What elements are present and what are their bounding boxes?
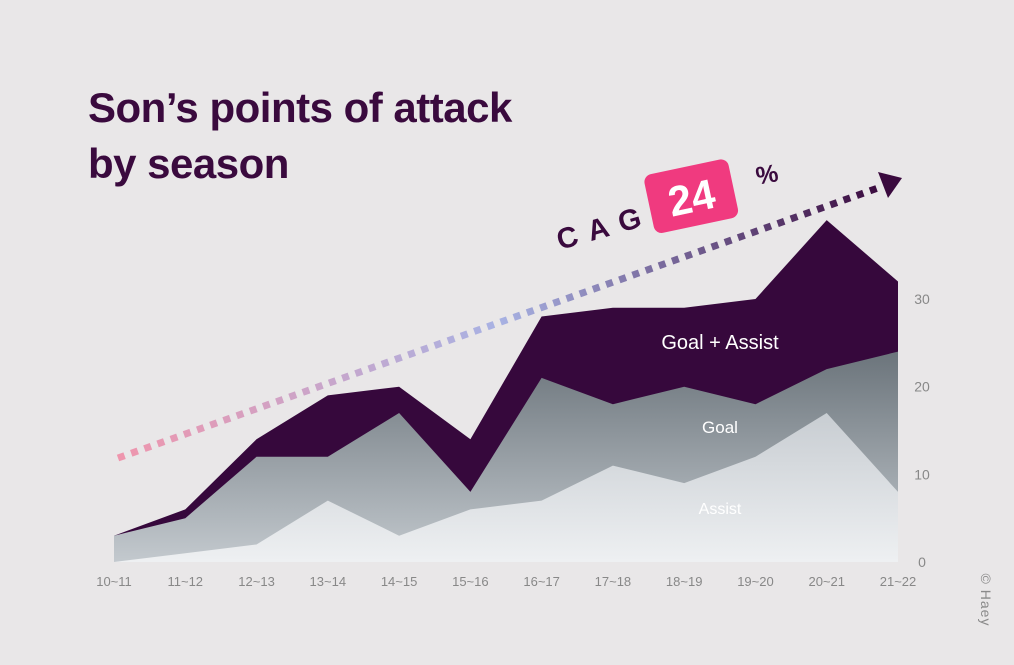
title-line-2: by season bbox=[88, 140, 289, 187]
copyright-text: © Haey bbox=[978, 573, 994, 627]
x-tick-label: 12~13 bbox=[238, 574, 275, 589]
x-tick-label: 14~15 bbox=[381, 574, 418, 589]
x-tick-label: 19~20 bbox=[737, 574, 774, 589]
x-tick-label: 17~18 bbox=[595, 574, 632, 589]
y-tick-label: 30 bbox=[914, 291, 930, 307]
assist-area-label: Assist bbox=[699, 501, 742, 518]
cagr-arrow-head bbox=[878, 172, 902, 198]
y-tick-label: 20 bbox=[914, 379, 930, 395]
goal-area-label: Goal bbox=[702, 418, 738, 437]
x-tick-label: 15~16 bbox=[452, 574, 489, 589]
cagr-badge-box bbox=[644, 159, 739, 233]
x-tick-label: 13~14 bbox=[310, 574, 347, 589]
total-area-label: Goal + Assist bbox=[661, 332, 779, 354]
cagr-value: 24 bbox=[664, 170, 720, 226]
y-tick-label: 10 bbox=[914, 466, 930, 482]
x-tick-label: 18~19 bbox=[666, 574, 703, 589]
cagr-trend-arrow-line bbox=[116, 184, 880, 462]
cagr-badge: 24 bbox=[644, 159, 739, 233]
x-tick-label: 10~11 bbox=[96, 574, 132, 589]
cagr-unit: % bbox=[754, 159, 781, 190]
title-line-1: Son’s points of attack bbox=[88, 84, 512, 131]
y-tick-label: 0 bbox=[918, 554, 926, 570]
x-tick-label: 20~21 bbox=[808, 574, 845, 589]
x-tick-label: 21~22 bbox=[880, 574, 917, 589]
assist-area bbox=[114, 413, 898, 562]
chart-title: Son’s points of attack by season bbox=[88, 80, 512, 192]
x-tick-label: 11~12 bbox=[167, 574, 203, 589]
x-tick-label: 16~17 bbox=[523, 574, 560, 589]
